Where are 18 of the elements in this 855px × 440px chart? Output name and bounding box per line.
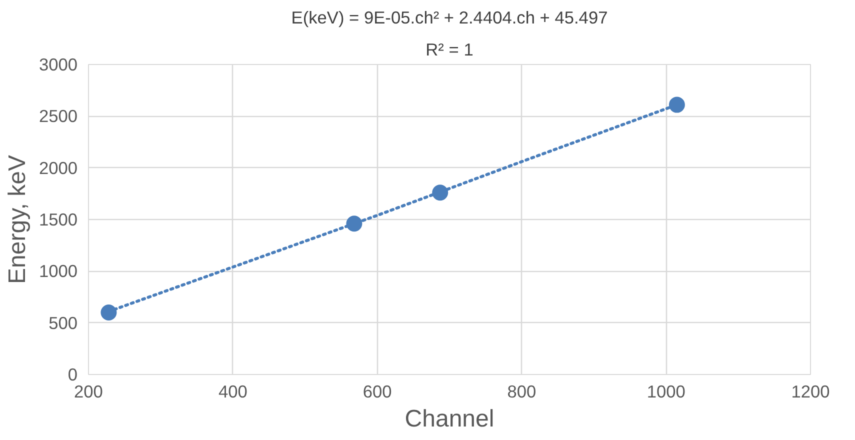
y-tick-label: 2000 <box>38 158 78 178</box>
point <box>668 96 685 113</box>
y-tick-label: 1000 <box>38 261 78 282</box>
x-tick-label: 200 <box>74 382 103 402</box>
y-axis-title: Energy, keV <box>4 155 31 284</box>
y-tick-label: 1500 <box>38 210 78 230</box>
y-tick-label: 3000 <box>38 54 78 74</box>
text: E(keV) = 9E-05.ch² + 2.4404.ch + 45.497 <box>291 8 608 28</box>
x-tick-label: 1000 <box>646 382 686 402</box>
x-tick-label: 800 <box>507 382 536 402</box>
x-tick-label: 1200 <box>791 382 830 402</box>
x-tick-label: 600 <box>362 382 392 402</box>
text: R² = 1 <box>426 40 474 60</box>
x-tick-label: 400 <box>218 382 248 402</box>
y-tick-label: 2500 <box>38 106 78 126</box>
y-tick-label: 500 <box>48 312 78 333</box>
x-axis-title: Channel <box>404 406 494 432</box>
y-tick-label: 0 <box>68 364 78 384</box>
